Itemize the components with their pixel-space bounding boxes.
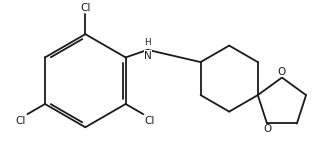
- Text: Cl: Cl: [16, 116, 26, 126]
- Text: H: H: [144, 38, 151, 47]
- Text: Cl: Cl: [80, 3, 90, 13]
- Text: O: O: [278, 67, 286, 77]
- Text: N: N: [144, 51, 151, 61]
- Text: O: O: [263, 124, 271, 134]
- Text: Cl: Cl: [144, 116, 155, 126]
